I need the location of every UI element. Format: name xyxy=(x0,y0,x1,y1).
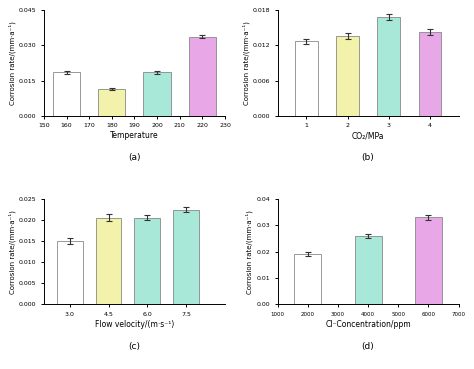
Bar xyxy=(294,254,321,304)
Text: (a): (a) xyxy=(128,153,141,162)
Bar xyxy=(98,89,125,116)
Text: (c): (c) xyxy=(128,342,140,351)
Bar xyxy=(96,218,121,304)
Bar xyxy=(295,41,318,116)
Bar xyxy=(53,72,80,116)
Y-axis label: Corrosion rate/(mm·a⁻¹): Corrosion rate/(mm·a⁻¹) xyxy=(9,21,16,105)
Bar xyxy=(415,217,442,304)
Bar xyxy=(57,241,82,304)
X-axis label: Flow velocity/(m·s⁻¹): Flow velocity/(m·s⁻¹) xyxy=(95,320,174,329)
Bar xyxy=(419,32,441,116)
Y-axis label: Corrosion rate/(mm·a⁻¹): Corrosion rate/(mm·a⁻¹) xyxy=(9,210,16,294)
Y-axis label: Corrosion rate/(mm·a⁻¹): Corrosion rate/(mm·a⁻¹) xyxy=(246,210,254,294)
Text: (b): (b) xyxy=(362,153,374,162)
Bar xyxy=(189,37,216,116)
Bar xyxy=(144,72,171,116)
Bar xyxy=(336,36,359,116)
Bar xyxy=(135,218,160,304)
Text: (d): (d) xyxy=(362,342,374,351)
X-axis label: Temperature: Temperature xyxy=(110,131,159,140)
X-axis label: Cl⁻Concentration/ppm: Cl⁻Concentration/ppm xyxy=(325,320,411,329)
Y-axis label: Corrosion rate/(mm·a⁻¹): Corrosion rate/(mm·a⁻¹) xyxy=(242,21,249,105)
Bar xyxy=(377,17,400,116)
X-axis label: CO₂/MPa: CO₂/MPa xyxy=(352,131,384,140)
Bar xyxy=(355,236,382,304)
Bar xyxy=(173,210,199,304)
